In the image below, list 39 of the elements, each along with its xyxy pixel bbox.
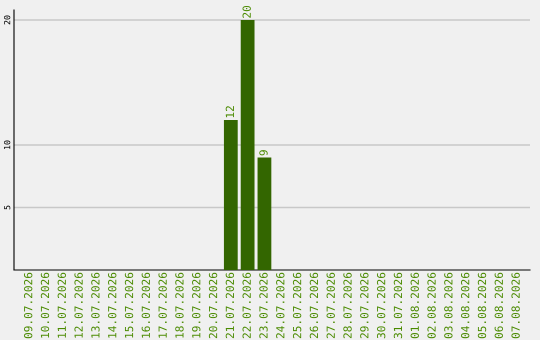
x-tick-label: 14.07.2026 <box>108 272 116 338</box>
x-tick-label: 06.08.2026 <box>494 272 503 338</box>
data-label: 20 <box>242 6 251 18</box>
x-tick-label: 20.07.2026 <box>208 272 218 338</box>
bar <box>258 158 272 270</box>
x-tick-label: 22.07.2026 <box>242 272 251 338</box>
x-tick-label: 30.07.2026 <box>376 272 386 338</box>
x-tick-label: 16.07.2026 <box>142 272 150 338</box>
x-tick-label: 03.08.2026 <box>444 272 453 338</box>
y-tick-label: 5 <box>4 206 10 210</box>
x-tick-label: 31.07.2026 <box>394 272 402 338</box>
x-tick-label: 19.07.2026 <box>192 272 200 338</box>
x-tick-label: 25.07.2026 <box>292 272 302 338</box>
x-tick-label: 13.07.2026 <box>91 272 100 338</box>
x-tick-label: 05.08.2026 <box>478 272 486 338</box>
x-tick-label: 12.07.2026 <box>74 272 83 338</box>
x-tick-label: 29.07.2026 <box>360 272 369 338</box>
bar <box>240 20 255 270</box>
x-tick-label: 26.07.2026 <box>310 272 318 338</box>
y-tick-label: 20 <box>4 16 10 24</box>
x-tick-label: 17.07.2026 <box>158 272 167 338</box>
x-tick-label: 07.08.2026 <box>511 272 520 338</box>
x-tick-label: 28.07.2026 <box>343 272 352 338</box>
x-tick-label: 11.07.2026 <box>58 272 66 338</box>
bar <box>224 120 238 270</box>
x-tick-label: 21.07.2026 <box>226 272 234 338</box>
x-tick-label: 01.08.2026 <box>410 272 419 338</box>
x-tick-label: 04.08.2026 <box>460 272 470 338</box>
x-tick-label: 27.07.2026 <box>326 272 335 338</box>
x-tick-label: 15.07.2026 <box>124 272 134 338</box>
x-tick-label: 10.07.2026 <box>40 272 50 338</box>
y-tick-label: 10 <box>4 140 10 150</box>
x-tick-label: 24.07.2026 <box>276 272 284 338</box>
x-tick-label: 02.08.2026 <box>427 272 436 338</box>
x-tick-label: 23.07.2026 <box>259 272 268 338</box>
data-label: 9 <box>259 150 268 156</box>
data-label: 12 <box>226 106 234 118</box>
x-tick-label: 18.07.2026 <box>175 272 184 338</box>
x-tick-label: 09.07.2026 <box>24 272 32 338</box>
